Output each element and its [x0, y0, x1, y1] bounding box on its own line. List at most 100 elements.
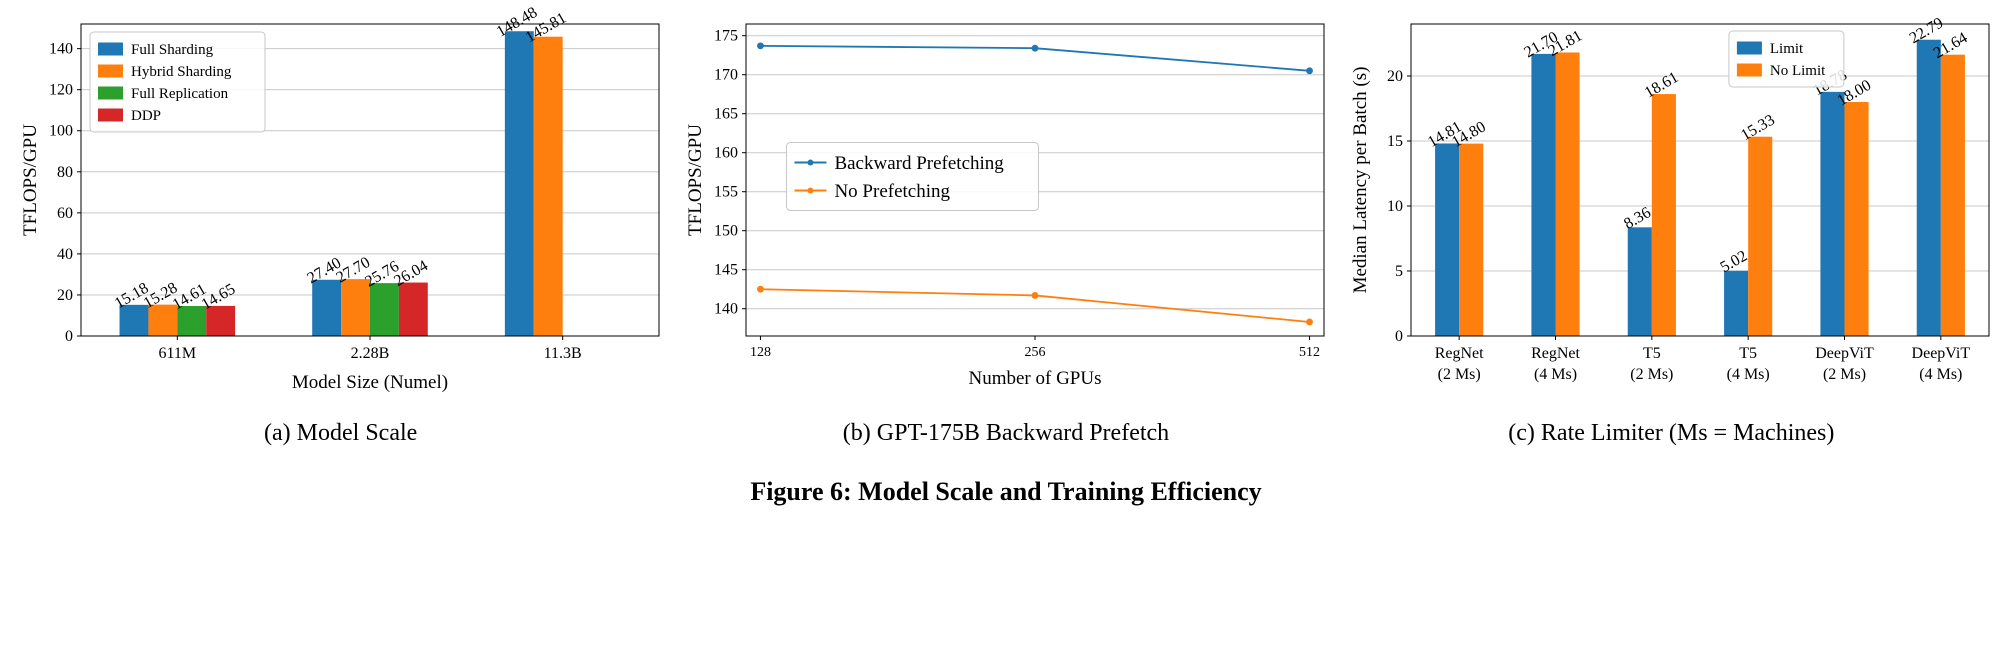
bar-limit	[1435, 143, 1460, 336]
data-point-marker	[1031, 292, 1039, 299]
y-tick-label: 20	[57, 287, 73, 304]
x-axis-label: Model Size (Numel)	[292, 372, 448, 393]
x-tick-label: DeepViT	[1912, 345, 1971, 362]
y-tick-label: 160	[714, 145, 738, 162]
x-tick-label: (2 Ms)	[1438, 366, 1481, 383]
y-axis-label: Median Latency per Batch (s)	[1350, 67, 1371, 294]
y-tick-label: 165	[714, 106, 738, 123]
legend-label: Full Sharding	[131, 42, 214, 58]
y-tick-label: 40	[57, 246, 73, 263]
y-tick-label: 15	[1387, 133, 1403, 150]
plot-border	[80, 23, 660, 337]
x-tick-label: 512	[1299, 345, 1320, 360]
data-point-marker	[1306, 318, 1313, 326]
legend-swatch	[97, 86, 123, 100]
bar-limit	[1724, 270, 1749, 336]
y-tick-label: 0	[1395, 328, 1403, 345]
bar-no-limit	[1459, 143, 1484, 336]
bar-limit	[1628, 227, 1653, 336]
x-tick-label: (2 Ms)	[1823, 366, 1866, 383]
bar-hybrid-sharding	[148, 304, 177, 336]
y-tick-label: 80	[57, 164, 73, 181]
y-tick-label: 0	[65, 328, 73, 345]
x-tick-label: (4 Ms)	[1727, 366, 1770, 383]
x-tick-label: 128	[750, 345, 771, 360]
bar-no-limit	[1748, 136, 1773, 336]
data-point-marker	[757, 42, 764, 50]
y-axis-label: TFLOPS/GPU	[20, 124, 41, 236]
legend-label: Full Replication	[131, 86, 229, 102]
bar-full-sharding	[119, 304, 149, 336]
panel-backward-prefetch: 128 256 512 140 145 150 155 160 165 170 175 TFLOPS/…	[673, 8, 1338, 447]
x-axis-label: Number of GPUs	[968, 368, 1101, 389]
bar-full-sharding	[311, 279, 341, 336]
x-tick-label: RegNet	[1435, 345, 1484, 362]
bar-limit	[1531, 53, 1556, 337]
y-tick-label: 100	[49, 123, 73, 140]
bar-hybrid-sharding	[340, 279, 370, 336]
x-tick-label: 2.28B	[350, 345, 389, 362]
subcaption-c: (c) Rate Limiter (Ms = Machines)	[1508, 420, 1835, 446]
legend-box	[89, 31, 266, 133]
y-tick-label: 155	[714, 184, 738, 201]
bar-full-replication	[176, 306, 206, 336]
y-tick-label: 120	[49, 82, 73, 99]
bar-limit	[1917, 39, 1942, 336]
x-tick-label: (4 Ms)	[1920, 366, 1963, 383]
legend-label: Backward Prefetching	[834, 153, 1004, 174]
legend-label: No Limit	[1770, 63, 1826, 79]
legend-swatch	[97, 108, 123, 122]
subcaption-b: (b) GPT-175B Backward Prefetch	[842, 420, 1170, 446]
x-tick-label: RegNet	[1531, 345, 1580, 362]
backward-prefetch-line-chart: 128 256 512 140 145 150 155 160 165 170 175 TFLOPS/…	[685, 23, 1325, 389]
plot-border	[1410, 23, 1990, 337]
x-tick-label: (2 Ms)	[1631, 366, 1674, 383]
model-scale-bar-chart: 15.1827.40148.4815.2827.70145.8114.6125.…	[20, 4, 660, 393]
bar-full-sharding	[504, 31, 534, 337]
subcaption-a: (a) Model Scale	[264, 420, 418, 446]
legend-label: DDP	[131, 108, 161, 124]
bar-no-limit	[1844, 102, 1869, 336]
bar-ddp	[398, 282, 428, 336]
y-tick-label: 20	[1387, 68, 1403, 85]
data-point-marker	[1031, 44, 1039, 52]
y-tick-label: 140	[49, 41, 73, 58]
y-tick-label: 5	[1395, 263, 1403, 280]
legend-marker	[807, 159, 814, 166]
x-tick-label: T5	[1643, 345, 1661, 362]
y-tick-label: 175	[714, 28, 738, 45]
y-tick-label: 150	[714, 223, 738, 240]
panel-rate-limiter: 14.8121.708.365.0218.7822.7914.8021.8118…	[1339, 8, 2004, 447]
legend-label: Limit	[1770, 41, 1804, 57]
x-tick-label: 11.3B	[543, 345, 581, 362]
legend-label: No Prefetching	[834, 181, 950, 202]
data-point-marker	[757, 285, 764, 293]
bar-no-limit	[1555, 52, 1580, 336]
legend-marker	[807, 187, 814, 194]
x-tick-label: 611M	[158, 345, 196, 362]
legend-swatch	[1737, 41, 1763, 55]
bar-limit	[1820, 91, 1845, 336]
figure-caption: Figure 6: Model Scale and Training Effic…	[750, 477, 1262, 506]
y-tick-label: 140	[714, 301, 738, 318]
chart-panels: 15.18 27.40 148.48 15.28 27.70 145.81 14.61 25.…	[0, 4, 2012, 447]
bar-no-limit	[1652, 94, 1677, 336]
data-point-marker	[1306, 67, 1313, 75]
x-tick-label: (4 Ms)	[1534, 366, 1577, 383]
panel-model-scale: 15.18 27.40 148.48 15.28 27.70 145.81 14.61 25.…	[8, 4, 673, 447]
plot-border	[745, 23, 1325, 337]
legend-box	[785, 142, 1039, 212]
x-tick-label: T5	[1740, 345, 1758, 362]
bar-no-limit	[1941, 54, 1966, 337]
legend-swatch	[1737, 63, 1763, 77]
bar-hybrid-sharding	[533, 36, 563, 337]
rate-limiter-bar-chart: 14.8121.708.365.0218.7822.7914.8021.8118…	[1350, 14, 1990, 383]
y-tick-label: 145	[714, 262, 738, 279]
legend-swatch	[97, 42, 123, 56]
y-axis-label: TFLOPS/GPU	[685, 124, 706, 236]
y-tick-label: 60	[57, 205, 73, 222]
x-tick-label: DeepViT	[1816, 345, 1875, 362]
bar-full-replication	[369, 283, 399, 336]
legend-swatch	[97, 64, 123, 78]
